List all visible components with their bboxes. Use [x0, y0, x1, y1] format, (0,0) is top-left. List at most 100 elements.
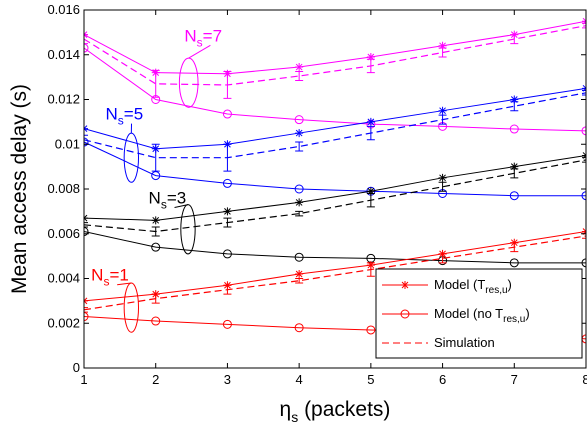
model-notres-line — [84, 141, 586, 197]
model-tres-point — [366, 52, 375, 61]
simulation-error-bar — [438, 47, 447, 58]
simulation-error-bar — [223, 71, 232, 99]
model-tres-point — [295, 270, 304, 279]
simulation-error-bar — [223, 284, 232, 295]
group-ellipse-3 — [180, 204, 196, 255]
x-tick-label: 8 — [582, 372, 587, 387]
legend-label: Model (Tres,u) — [434, 277, 512, 296]
simulation-error-bar — [438, 253, 447, 264]
annotation-label-3: Ns=3 — [149, 189, 187, 212]
y-tick-label: 0.014 — [47, 47, 80, 62]
annotation-main: N — [106, 105, 118, 124]
y-axis-label: Mean access delay (s) — [8, 84, 31, 294]
model-notres-point — [509, 258, 519, 268]
model-tres-point — [510, 162, 519, 171]
simulation-error-bar — [295, 71, 304, 81]
model-notres-point — [222, 109, 232, 119]
model-notres-point — [222, 249, 232, 259]
simulation-error-bar — [510, 101, 519, 112]
annotation-rest: =3 — [167, 189, 186, 208]
annotation-sub: s — [161, 198, 167, 212]
simulation-error-bar — [582, 157, 586, 163]
legend-label: Simulation — [434, 335, 495, 350]
simulation-error-bar — [366, 58, 375, 74]
model-notres-point — [366, 325, 376, 335]
series-group-4 — [84, 227, 586, 344]
model-notres-point — [581, 258, 586, 268]
legend-item-1: Model (Tres,u) — [382, 277, 512, 296]
model-tres-line — [84, 20, 586, 75]
model-notres-point — [294, 115, 304, 125]
simulation-error-bar — [366, 125, 375, 141]
simulation-error-bar — [366, 262, 375, 277]
annotation-rest: =5 — [124, 105, 143, 124]
legend-circle-marker — [400, 309, 410, 319]
x-tick-label: 5 — [367, 372, 374, 387]
model-notres-point — [294, 252, 304, 262]
series-group-3 — [84, 151, 586, 268]
simulation-error-bar — [295, 278, 304, 284]
model-tres-point — [223, 207, 232, 216]
model-tres-point — [295, 198, 304, 207]
annotation-rest: =7 — [203, 26, 222, 45]
model-tres-point — [438, 106, 447, 115]
simulation-line — [84, 159, 586, 233]
annotation-leader-1 — [188, 44, 211, 59]
x-axis-label-sub: s — [291, 409, 298, 425]
simulation-error-bar — [151, 143, 160, 172]
tick-layer: 1 2 3 4 5 6 7 8 0 0.002 0.004 0.006 0.008 0.01 0.012 0.… — [47, 2, 587, 387]
model-notres-point — [151, 316, 161, 326]
series-group-2 — [84, 84, 586, 201]
model-tres-point — [366, 117, 375, 126]
x-tick-label: 7 — [511, 372, 518, 387]
y-tick-label: 0.006 — [47, 226, 80, 241]
legend-label-close: ) — [508, 277, 512, 292]
annotation-main: N — [91, 266, 103, 285]
model-notres-line — [84, 231, 586, 264]
legend-label-main: Model (no T — [434, 306, 503, 321]
model-notres-point — [581, 126, 586, 136]
y-tick-label: 0.01 — [55, 136, 80, 151]
simulation-error-bar — [223, 217, 232, 228]
model-tres-line — [84, 231, 586, 302]
simulation-error-bar — [510, 168, 519, 179]
simulation-error-bar — [151, 69, 160, 98]
annotation-rest: =1 — [109, 266, 128, 285]
legend-label-sub: res,u — [485, 285, 507, 296]
simulation-error-bar — [84, 222, 88, 228]
legend-label-close: ) — [525, 306, 529, 321]
simulation-error-bar — [223, 143, 232, 172]
simulation-error-bar — [510, 242, 519, 253]
model-notres-point — [222, 319, 232, 329]
simulation-error-bar — [151, 226, 160, 237]
model-tres-point — [438, 41, 447, 50]
y-tick-label: 0.008 — [47, 181, 80, 196]
x-axis-label: ηs (packets) — [280, 398, 391, 425]
model-notres-point — [294, 184, 304, 194]
legend-item-3: Simulation — [382, 335, 495, 350]
series-layer — [84, 17, 586, 344]
model-notres-point — [84, 137, 89, 147]
y-tick-label: 0.004 — [47, 271, 80, 286]
model-notres-point — [222, 178, 232, 188]
model-tres-point — [438, 173, 447, 182]
annotation-leader-4 — [117, 282, 132, 286]
model-notres-point — [84, 43, 89, 53]
annotation-layer: Ns=7Ns=5Ns=3Ns=1 — [91, 26, 222, 333]
legend-label-main: Model (T — [434, 277, 485, 292]
simulation-error-bar — [151, 293, 160, 304]
simulation-error-bar — [295, 141, 304, 152]
legend: Model (Tres,u) Model (no T res,u) Simulatio… — [375, 268, 583, 359]
model-tres-line — [84, 87, 586, 150]
model-notres-point — [84, 227, 89, 237]
y-tick-label: 0.012 — [47, 92, 80, 107]
annotation-main: N — [149, 189, 161, 208]
simulation-error-bar — [84, 307, 88, 313]
simulation-line — [84, 235, 586, 311]
series-group-1 — [84, 17, 586, 136]
annotation-sub: s — [197, 35, 203, 49]
x-tick-label: 3 — [224, 372, 231, 387]
simulation-line — [84, 92, 586, 159]
annotation-main: N — [184, 26, 196, 45]
annotation-sub: s — [103, 275, 109, 289]
